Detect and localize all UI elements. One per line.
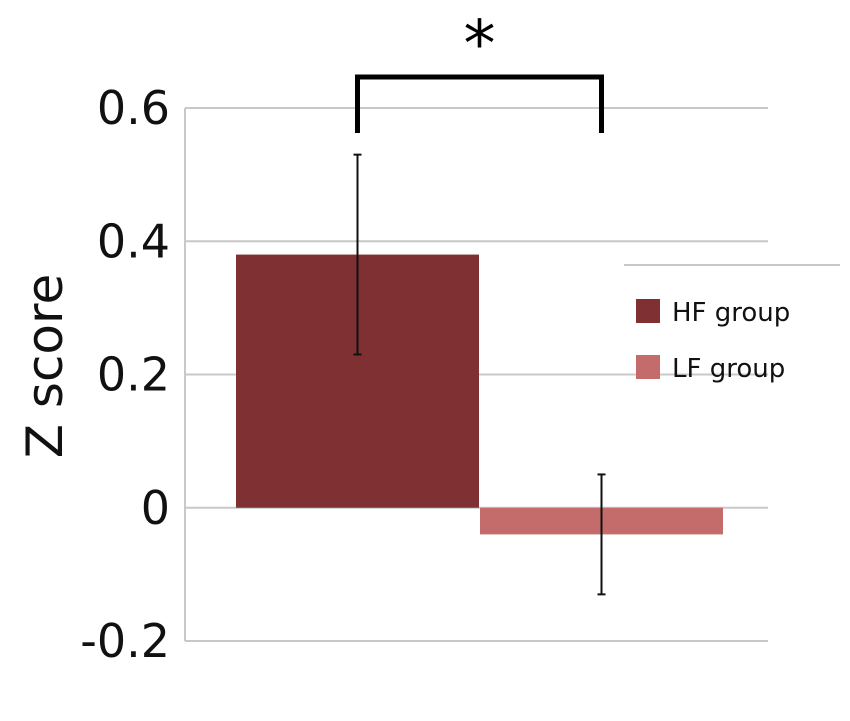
y-tick-label: -0.2 <box>80 614 170 668</box>
y-tick-label: 0.6 <box>97 81 170 135</box>
legend-swatch <box>636 299 660 323</box>
legend-label: LF group <box>672 354 785 384</box>
legend: HF group LF group <box>624 264 840 384</box>
error-bars <box>353 153 606 596</box>
y-tick-labels: 0.6 0.4 0.2 0 -0.2 <box>80 81 170 668</box>
significance-star: * <box>464 8 496 82</box>
bars <box>236 254 723 535</box>
y-tick-label: 0.4 <box>97 214 170 268</box>
significance-bracket: * <box>355 8 604 133</box>
y-tick-label: 0.2 <box>97 348 170 402</box>
legend-label: HF group <box>672 298 790 328</box>
bracket-line <box>355 74 604 133</box>
legend-swatch <box>636 355 660 379</box>
y-tick-label: 0 <box>141 481 170 535</box>
y-axis-title: Z score <box>16 274 74 459</box>
